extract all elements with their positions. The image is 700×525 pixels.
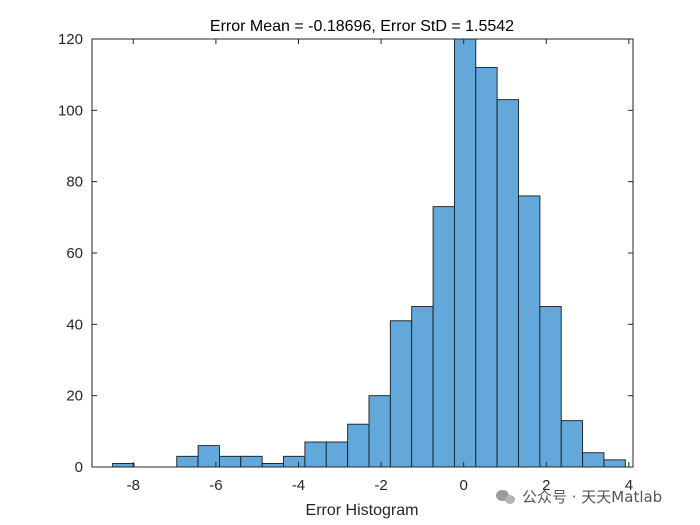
histogram-bar-22 [582, 452, 605, 468]
y-axis-ticks: 0 20 40 60 80 100 120 [58, 31, 633, 476]
histogram-bar-9 [304, 441, 327, 468]
histogram-bar-11 [347, 423, 370, 468]
y-tick-label: 120 [58, 31, 83, 48]
histogram-bar-8 [283, 455, 306, 468]
histogram-bar-13 [389, 320, 413, 468]
histogram-bar-19 [518, 195, 541, 468]
y-tick-label: 80 [66, 174, 83, 191]
histogram-bar-0 [112, 462, 135, 468]
histogram-bar-3 [176, 455, 199, 468]
wechat-icon [496, 489, 516, 505]
histogram-bar-18 [496, 99, 519, 468]
histogram-bar-12 [368, 395, 391, 468]
histogram-bar-23 [603, 459, 626, 468]
y-tick-label: 100 [58, 102, 83, 119]
histogram-bar-20 [539, 306, 562, 468]
x-tick-label: 2 [542, 477, 550, 494]
bars-group [112, 38, 626, 468]
histogram-bar-6 [240, 455, 263, 468]
y-tick-label: 20 [66, 388, 83, 405]
x-tick-label: 0 [460, 477, 468, 494]
histogram-bar-16 [453, 38, 477, 468]
x-tick-label: -4 [292, 477, 305, 494]
watermark-text: 公众号 · 天天Matlab [522, 488, 663, 506]
x-axis-ticks: -8 -6 -4 -2 0 2 4 [127, 39, 633, 494]
x-tick-label: -8 [127, 477, 140, 494]
watermark: 公众号 · 天天Matlab [496, 486, 662, 507]
histogram-bar-21 [560, 420, 584, 468]
histogram-bar-7 [261, 462, 284, 468]
x-axis-label: Error Histogram [306, 502, 419, 519]
histogram-bar-10 [325, 441, 349, 468]
x-tick-label: 4 [625, 477, 633, 494]
x-tick-label: -6 [209, 477, 222, 494]
histogram-bar-14 [411, 306, 434, 468]
y-tick-label: 40 [66, 316, 83, 333]
y-tick-label: 0 [75, 459, 83, 476]
chart-title: Error Mean = -0.18696, Error StD = 1.554… [210, 18, 514, 35]
x-tick-label: -2 [374, 477, 387, 494]
y-tick-label: 60 [66, 245, 83, 262]
histogram-bar-17 [475, 67, 498, 468]
histogram-bar-5 [218, 455, 242, 468]
histogram-bar-15 [432, 206, 455, 468]
